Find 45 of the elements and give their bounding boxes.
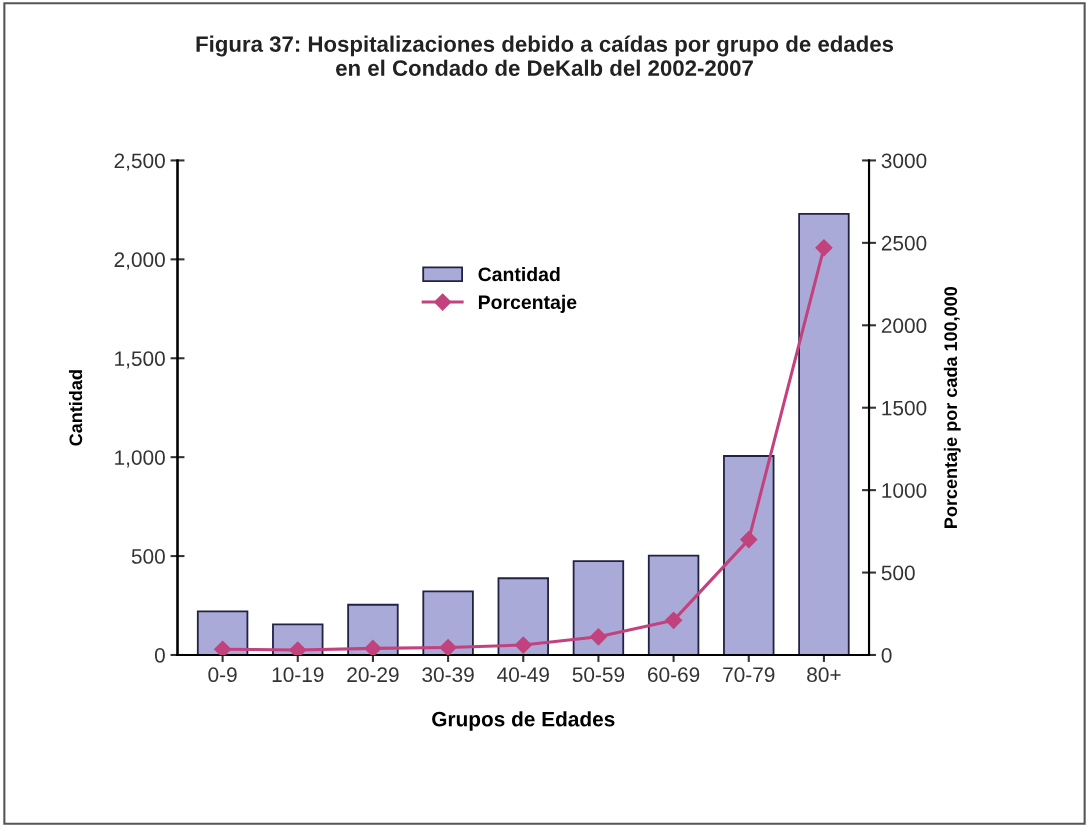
y2-tick-label: 2000 — [881, 318, 927, 334]
legend-label: Porcentaje — [478, 294, 577, 313]
point — [439, 639, 457, 655]
bar — [347, 603, 399, 655]
bar — [798, 212, 850, 655]
bar — [422, 590, 474, 655]
bar — [497, 577, 549, 655]
bar — [723, 455, 775, 655]
x-tick-label: 50-59 — [572, 667, 625, 683]
x-tick-label: 30-39 — [422, 667, 474, 683]
y2-tick-label: 1500 — [882, 400, 927, 416]
point — [214, 640, 232, 655]
point — [815, 239, 833, 257]
y-tick-label: 500 — [131, 549, 165, 564]
bar — [647, 554, 700, 655]
y2-tick-label: 500 — [881, 565, 915, 581]
x-tick-label: 70-79 — [723, 667, 775, 683]
x-tick-label: 60-69 — [648, 667, 700, 683]
point — [514, 636, 532, 654]
y2-tick-label: 0 — [881, 647, 892, 663]
x-tick-label: 0-9 — [208, 667, 237, 683]
point — [364, 639, 382, 655]
x-tick-label: 40-49 — [497, 667, 549, 683]
y-tick-label: 1,500 — [115, 351, 165, 369]
chart-title: Figura 37: Hospitalizaciones debido a caídas por grupo de edades en el Condado de DeKalb del 2002-2007 — [196, 35, 894, 76]
x-axis-title: Grupos de Edades — [432, 711, 615, 731]
point — [740, 531, 758, 549]
y2-tick-label: 1000 — [882, 483, 927, 498]
legend-label: Cantidad — [478, 266, 560, 282]
y-axis-title: Cantidad — [68, 370, 83, 446]
point — [289, 641, 307, 655]
bar — [196, 610, 249, 655]
point — [665, 611, 683, 629]
x-tick-label: 80+ — [807, 667, 841, 683]
y-tick-label: 1,000 — [115, 450, 165, 468]
y2-axis-title: Porcentaje por cada 100,000 — [943, 287, 961, 528]
y-tick-label: 2,000 — [114, 252, 165, 270]
y-tick-label: 0 — [154, 647, 165, 663]
x-tick-label: 20-29 — [347, 667, 399, 683]
y2-tick-label: 3000 — [881, 153, 927, 169]
y-tick-label: 2,500 — [114, 153, 165, 171]
y2-tick-label: 2500 — [881, 235, 927, 251]
bar — [572, 560, 625, 655]
x-tick-label: 10-19 — [272, 667, 324, 683]
point — [589, 628, 607, 646]
